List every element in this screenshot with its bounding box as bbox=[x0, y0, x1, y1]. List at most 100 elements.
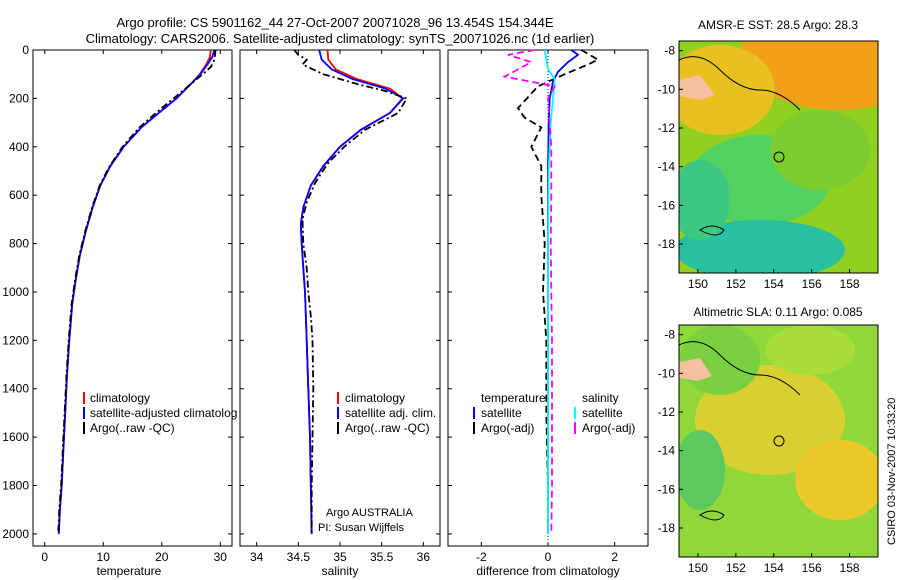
map-x-tick-label: 156 bbox=[802, 561, 822, 575]
map-x-tick-label: 158 bbox=[840, 277, 860, 291]
salinity-xlabel: salinity bbox=[322, 564, 359, 578]
y-tick-label: 1400 bbox=[2, 382, 29, 396]
temperature-lines bbox=[57, 49, 217, 534]
difference-xlabel: difference from climatology bbox=[476, 564, 619, 578]
x-tick-label: 34 bbox=[250, 550, 264, 564]
sst-map-title: AMSR-E SST: 28.5 Argo: 28.3 bbox=[698, 18, 858, 32]
legend-label-sal-argo: Argo(-adj) bbox=[582, 421, 635, 435]
legend-label-climatology: climatology bbox=[90, 391, 150, 405]
y-tick-label: 200 bbox=[9, 91, 29, 105]
series-line-climatology bbox=[57, 49, 212, 534]
salinity-lines bbox=[293, 49, 409, 534]
sla-map-ticks: 150 152 154 156 158 -8 -10 -12 -14 -16 -18 bbox=[658, 328, 860, 575]
map-x-tick-label: 150 bbox=[688, 561, 708, 575]
series-line-salinity-satellite bbox=[543, 49, 556, 534]
salinity-legend: climatology satellite adj. clim. Argo(..… bbox=[337, 391, 436, 435]
x-tick-label: 36 bbox=[417, 550, 431, 564]
salinity-ticks: 34 34.5 35 35.5 36 bbox=[240, 49, 440, 564]
figure-title-line2: Climatology: CARS2006. Satellite-adjuste… bbox=[86, 31, 595, 46]
legend-title-salinity: salinity bbox=[582, 391, 619, 405]
series-line-satellite-adj-clim- bbox=[299, 49, 405, 534]
y-tick-label: 1200 bbox=[2, 333, 29, 347]
map-y-tick-label: -12 bbox=[658, 405, 676, 419]
map-y-tick-label: -10 bbox=[658, 82, 676, 96]
y-tick-label: 600 bbox=[9, 188, 29, 202]
map-y-tick-label: -8 bbox=[664, 328, 675, 342]
legend-title-temperature: temperature bbox=[481, 391, 546, 405]
series-line-argo-raw-qc- bbox=[57, 49, 217, 534]
y-tick-label: 1800 bbox=[2, 479, 29, 493]
map-y-tick-label: -8 bbox=[664, 44, 675, 58]
difference-lines bbox=[502, 49, 600, 534]
x-tick-label: 35.5 bbox=[370, 550, 394, 564]
map-x-tick-label: 152 bbox=[726, 561, 746, 575]
salinity-axes-frame bbox=[239, 49, 441, 547]
temperature-xlabel: temperature bbox=[97, 564, 162, 578]
series-line-climatology bbox=[299, 49, 404, 534]
temperature-panel: 0 10 20 30 0 200 400 600 800 1000 1200 1400 1600 1800… bbox=[2, 43, 237, 578]
map-x-tick-label: 154 bbox=[764, 277, 784, 291]
float-owner-line1: Argo AUSTRALIA bbox=[326, 507, 413, 519]
x-tick-label: 0 bbox=[545, 550, 552, 564]
map-x-tick-label: 156 bbox=[802, 277, 822, 291]
legend-label-argo: Argo(..raw -QC) bbox=[90, 421, 175, 435]
legend-label-satellite: satellite adj. clim. bbox=[345, 406, 436, 420]
temperature-legend: climatology satellite-adjusted climatolo… bbox=[83, 391, 237, 435]
map-y-tick-label: -18 bbox=[658, 521, 676, 535]
difference-legend: temperature salinity satellite Argo(-adj… bbox=[473, 391, 635, 435]
y-tick-label: 1000 bbox=[2, 285, 29, 299]
sla-map-frame bbox=[678, 324, 879, 558]
x-tick-label: 2 bbox=[611, 550, 618, 564]
map-x-tick-label: 150 bbox=[688, 277, 708, 291]
map-y-tick-label: -16 bbox=[658, 482, 676, 496]
x-tick-label: -2 bbox=[476, 550, 487, 564]
x-tick-label: 30 bbox=[214, 550, 228, 564]
x-tick-label: 35 bbox=[333, 550, 347, 564]
sst-map-image bbox=[679, 41, 878, 273]
series-line-temperature-argo-adj- bbox=[516, 49, 600, 534]
sst-map-frame bbox=[678, 40, 879, 274]
legend-label-temp-argo: Argo(-adj) bbox=[481, 421, 534, 435]
map-y-tick-label: -18 bbox=[658, 237, 676, 251]
y-tick-label: 800 bbox=[9, 237, 29, 251]
legend-label-climatology: climatology bbox=[345, 391, 405, 405]
map-x-tick-label: 158 bbox=[840, 561, 860, 575]
y-tick-label: 400 bbox=[9, 140, 29, 154]
sst-map-panel: 150 152 154 156 158 -8 -10 -12 -14 -16 -18 AMSR-E … bbox=[658, 18, 879, 291]
y-tick-label: 2000 bbox=[2, 527, 29, 541]
series-line-satellite-adjusted-climatology bbox=[57, 49, 216, 534]
map-y-tick-label: -12 bbox=[658, 121, 676, 135]
map-y-tick-label: -14 bbox=[658, 160, 676, 174]
sla-map-image bbox=[679, 325, 878, 557]
map-y-tick-label: -14 bbox=[658, 444, 676, 458]
difference-panel: -2 0 2 difference from climatology tempera… bbox=[447, 49, 649, 578]
series-line-argo-raw-qc- bbox=[293, 49, 409, 534]
map-x-tick-label: 152 bbox=[726, 277, 746, 291]
salinity-panel: 34 34.5 35 35.5 36 salinity climatology sate… bbox=[239, 49, 441, 578]
temperature-axes-frame bbox=[32, 49, 233, 547]
credit-label: CSIRO 03-Nov-2007 10:33:20 bbox=[886, 398, 898, 545]
sla-map-title: Altimetric SLA: 0.11 Argo: 0.085 bbox=[693, 305, 863, 319]
x-tick-label: 10 bbox=[97, 550, 111, 564]
map-y-tick-label: -10 bbox=[658, 366, 676, 380]
sst-map-ticks: 150 152 154 156 158 -8 -10 -12 -14 -16 -18 bbox=[658, 44, 860, 291]
map-y-tick-label: -16 bbox=[658, 198, 676, 212]
sla-map-panel: 150 152 154 156 158 -8 -10 -12 -14 -16 -18 Altimet… bbox=[658, 305, 879, 575]
legend-label-satellite: satellite-adjusted climatolog bbox=[90, 406, 237, 420]
series-line-salinity-argo-adj- bbox=[502, 49, 557, 534]
x-tick-label: 0 bbox=[41, 550, 48, 564]
legend-label-temp-satellite: satellite bbox=[481, 406, 522, 420]
y-tick-label: 0 bbox=[22, 43, 29, 57]
legend-label-argo: Argo(..raw -QC) bbox=[345, 421, 430, 435]
argo-position-marker bbox=[773, 435, 785, 447]
x-tick-label: 34.5 bbox=[287, 550, 311, 564]
map-x-tick-label: 154 bbox=[764, 561, 784, 575]
y-tick-label: 1600 bbox=[2, 430, 29, 444]
argo-position-marker bbox=[773, 151, 785, 163]
figure-title-line1: Argo profile: CS 5901162_44 27-Oct-2007 … bbox=[116, 15, 553, 30]
float-owner-line2: PI: Susan Wijffels bbox=[318, 522, 404, 534]
x-tick-label: 20 bbox=[155, 550, 169, 564]
temperature-ticks: 0 10 20 30 0 200 400 600 800 1000 1200 1400 1600 1800… bbox=[2, 43, 232, 564]
legend-label-sal-satellite: satellite bbox=[582, 406, 623, 420]
